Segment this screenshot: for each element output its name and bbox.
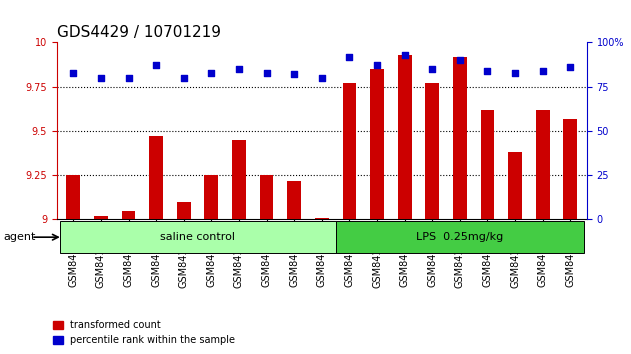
Point bbox=[510, 70, 520, 75]
Text: GDS4429 / 10701219: GDS4429 / 10701219 bbox=[57, 25, 221, 40]
Bar bbox=[150, 136, 163, 219]
Point bbox=[399, 52, 410, 58]
Point bbox=[317, 75, 327, 81]
Point bbox=[455, 57, 465, 63]
Point bbox=[96, 75, 106, 81]
Bar bbox=[204, 175, 218, 219]
Text: agent: agent bbox=[3, 232, 35, 242]
Bar bbox=[425, 83, 439, 219]
Point bbox=[345, 54, 355, 59]
Point bbox=[68, 70, 78, 75]
Point bbox=[289, 72, 299, 77]
Point bbox=[234, 66, 244, 72]
Bar bbox=[177, 202, 191, 219]
Point bbox=[565, 64, 575, 70]
Bar bbox=[536, 110, 550, 219]
Point bbox=[179, 75, 189, 81]
Bar bbox=[563, 119, 577, 219]
Point bbox=[483, 68, 493, 74]
Point bbox=[538, 68, 548, 74]
Bar bbox=[94, 216, 108, 219]
Bar bbox=[122, 211, 136, 219]
Bar bbox=[66, 175, 80, 219]
Bar bbox=[453, 57, 467, 219]
Text: saline control: saline control bbox=[160, 232, 235, 242]
Bar bbox=[508, 152, 522, 219]
Point bbox=[372, 63, 382, 68]
Text: LPS  0.25mg/kg: LPS 0.25mg/kg bbox=[416, 232, 504, 242]
Point bbox=[151, 63, 162, 68]
Point bbox=[427, 66, 437, 72]
Bar bbox=[370, 69, 384, 219]
Bar bbox=[481, 110, 494, 219]
Bar bbox=[315, 218, 329, 219]
Bar bbox=[343, 83, 357, 219]
Bar bbox=[398, 55, 411, 219]
Legend: transformed count, percentile rank within the sample: transformed count, percentile rank withi… bbox=[49, 316, 239, 349]
Bar bbox=[260, 175, 273, 219]
Bar bbox=[232, 140, 246, 219]
Point bbox=[124, 75, 134, 81]
Bar bbox=[287, 181, 301, 219]
Point bbox=[262, 70, 272, 75]
Point bbox=[206, 70, 216, 75]
